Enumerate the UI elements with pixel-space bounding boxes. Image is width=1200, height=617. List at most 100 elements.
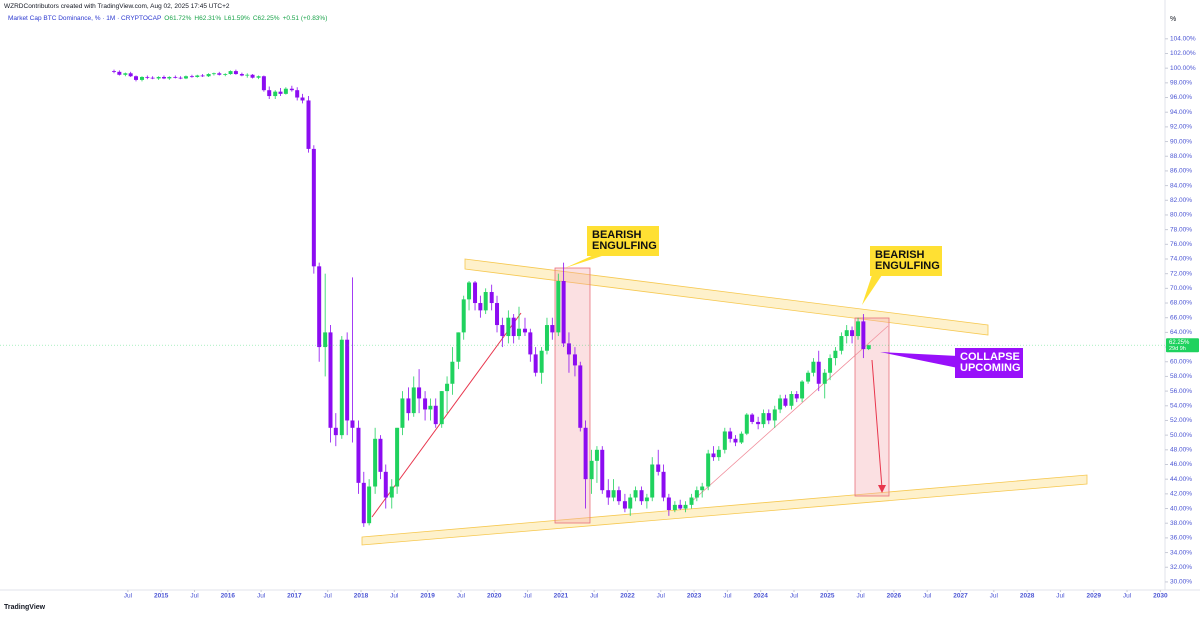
candle bbox=[522, 317, 527, 337]
candle-body bbox=[533, 354, 538, 373]
candle bbox=[733, 435, 738, 447]
y-tick-label: 84.00% bbox=[1170, 182, 1192, 189]
candle bbox=[633, 486, 638, 502]
candle bbox=[528, 328, 533, 362]
candle bbox=[161, 75, 166, 80]
candle bbox=[678, 499, 683, 510]
y-tick-label: 86.00% bbox=[1170, 168, 1192, 175]
y-tick-label: 48.00% bbox=[1170, 447, 1192, 454]
candle bbox=[417, 369, 422, 414]
candle-body bbox=[783, 398, 788, 406]
candle bbox=[756, 416, 761, 430]
candle-body bbox=[189, 76, 194, 78]
candle-body bbox=[245, 74, 250, 76]
candle bbox=[539, 347, 544, 384]
candle-body bbox=[511, 317, 516, 337]
candle-body bbox=[456, 332, 461, 362]
y-tick-label: 46.00% bbox=[1170, 461, 1192, 468]
candle-body bbox=[639, 490, 644, 502]
candle-body bbox=[206, 74, 211, 77]
candle bbox=[200, 74, 205, 77]
candle-body bbox=[778, 398, 783, 410]
candle bbox=[250, 74, 255, 79]
y-tick-label: 102.00% bbox=[1170, 50, 1196, 57]
candle-body bbox=[683, 504, 688, 509]
candle-body bbox=[578, 365, 583, 428]
candle-body bbox=[383, 471, 388, 498]
candle bbox=[744, 413, 749, 436]
candle bbox=[794, 391, 799, 403]
candle bbox=[211, 72, 216, 76]
candle bbox=[700, 482, 705, 498]
candle bbox=[150, 76, 155, 80]
candle bbox=[339, 336, 344, 439]
candle bbox=[228, 70, 233, 75]
candle-body bbox=[306, 100, 311, 149]
candle-body bbox=[373, 438, 378, 487]
candle bbox=[478, 295, 483, 318]
y-tick-label: 40.00% bbox=[1170, 505, 1192, 512]
candle-body bbox=[672, 504, 677, 510]
candle bbox=[811, 358, 816, 377]
x-tick-label: 2017 bbox=[287, 593, 302, 600]
x-tick-label: Jul bbox=[190, 593, 199, 600]
drawings bbox=[361, 254, 1088, 546]
candle bbox=[483, 288, 488, 315]
candle-body bbox=[195, 75, 200, 77]
candle bbox=[533, 347, 538, 377]
candle-body bbox=[861, 321, 866, 350]
highlight-box bbox=[854, 317, 890, 497]
y-tick-label: 80.00% bbox=[1170, 212, 1192, 219]
candle bbox=[861, 314, 866, 359]
y-tick-label: 74.00% bbox=[1170, 256, 1192, 263]
candle bbox=[656, 449, 661, 476]
legend-value: O61.72% bbox=[164, 15, 192, 22]
candle-body bbox=[611, 490, 616, 498]
x-tick-label: Jul bbox=[124, 593, 133, 600]
candle-body bbox=[350, 420, 355, 428]
candle bbox=[711, 446, 716, 461]
candle bbox=[739, 431, 744, 444]
y-tick-label: 72.00% bbox=[1170, 270, 1192, 277]
arrow bbox=[871, 359, 883, 489]
legend-value: +0.51 (+0.83%) bbox=[282, 15, 328, 22]
x-tick-label: Jul bbox=[390, 593, 399, 600]
arrow-head bbox=[878, 485, 886, 493]
candle-body bbox=[345, 339, 350, 421]
candle-body bbox=[239, 74, 244, 76]
x-tick-label: 2028 bbox=[1020, 593, 1035, 600]
candle-body bbox=[678, 504, 683, 509]
candle-body bbox=[744, 414, 749, 434]
candle bbox=[456, 332, 461, 370]
annotation: BEARISH ENGULFING bbox=[870, 246, 942, 276]
candle-body bbox=[478, 303, 483, 311]
x-tick-label: Jul bbox=[457, 593, 466, 600]
candle-body bbox=[183, 76, 188, 79]
candle-body bbox=[500, 325, 505, 337]
candle bbox=[628, 493, 633, 516]
y-tick-label: 54.00% bbox=[1170, 402, 1192, 409]
y-tick-label: 104.00% bbox=[1170, 36, 1196, 43]
candle bbox=[445, 376, 450, 414]
price-tag-label: 62.25% bbox=[1169, 340, 1190, 346]
candle-body bbox=[606, 490, 611, 498]
candle-body bbox=[661, 471, 666, 498]
y-tick-label: 36.00% bbox=[1170, 535, 1192, 542]
y-tick-label: 64.00% bbox=[1170, 329, 1192, 336]
x-tick-label: 2024 bbox=[753, 593, 768, 600]
candle-body bbox=[178, 77, 183, 79]
candle bbox=[306, 96, 311, 153]
candle bbox=[572, 347, 577, 377]
candle bbox=[223, 73, 228, 77]
candle bbox=[406, 387, 411, 421]
candle bbox=[367, 479, 372, 526]
candle-body bbox=[556, 281, 561, 333]
candle bbox=[139, 76, 144, 82]
x-tick-label: Jul bbox=[856, 593, 865, 600]
candle-body bbox=[267, 90, 272, 97]
candle bbox=[183, 75, 188, 80]
candle-body bbox=[866, 345, 871, 350]
candle bbox=[333, 413, 338, 447]
candle bbox=[261, 75, 266, 92]
